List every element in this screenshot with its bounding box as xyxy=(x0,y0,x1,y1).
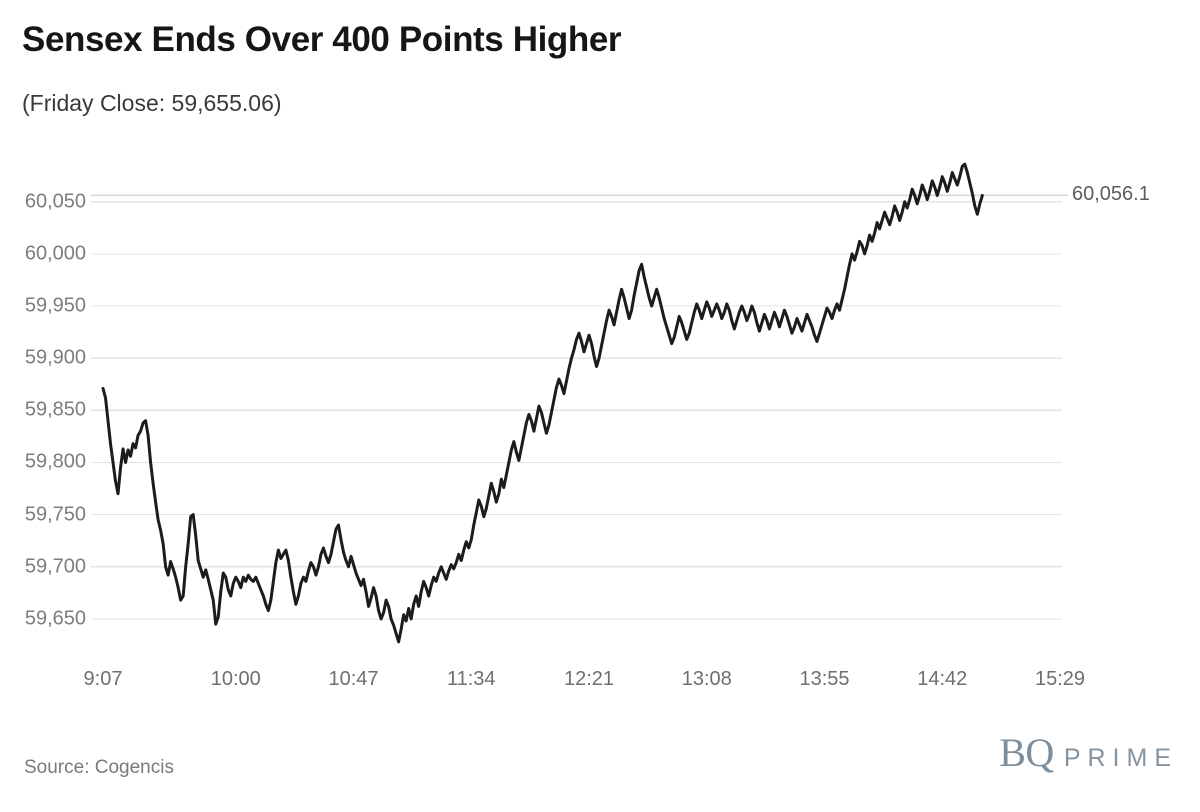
series-path-sensex xyxy=(101,162,984,644)
gridlines xyxy=(91,201,1062,620)
x-tick-label: 12:21 xyxy=(563,668,615,690)
x-axis: 9:07 10:00 10:47 11:34 12:21 13:08 13:55 14:42 1… xyxy=(0,668,1200,698)
x-tick-label: 9:07 xyxy=(83,668,123,690)
y-tick-label: 60,050 xyxy=(24,190,86,213)
x-tick-label: 14:42 xyxy=(917,668,968,690)
chart-subtitle: (Friday Close: 59,655.06) xyxy=(22,90,282,116)
brand-mark-bq: BQ xyxy=(999,730,1054,775)
x-tick-label: 10:00 xyxy=(210,668,261,690)
x-tick-label: 13:55 xyxy=(799,668,850,690)
x-tick-label: 11:34 xyxy=(446,668,496,690)
y-tick-label: 59,900 xyxy=(24,346,86,369)
y-tick-label: 59,800 xyxy=(24,450,86,473)
source-note: Source: Cogencis xyxy=(24,757,174,778)
y-tick-label: 59,700 xyxy=(24,555,86,578)
bq-prime-logo: BQ PRIME xyxy=(999,733,1178,773)
y-tick-label: 59,950 xyxy=(24,294,86,317)
page-title: Sensex Ends Over 400 Points Higher xyxy=(22,20,622,59)
brand-word-prime: PRIME xyxy=(1063,744,1178,772)
y-tick-label: 60,000 xyxy=(24,242,86,265)
y-tick-label: 59,750 xyxy=(24,503,86,526)
end-value-label: 60,056.1 xyxy=(1072,183,1150,206)
x-tick-label: 10:47 xyxy=(328,668,379,690)
y-tick-label: 59,850 xyxy=(24,398,86,421)
y-axis: 59,650 59,700 59,750 59,800 59,850 59,900 59,9… xyxy=(0,0,86,812)
sensex-series-line xyxy=(101,162,984,644)
y-tick-label: 59,650 xyxy=(24,607,86,630)
x-tick-label: 15:29 xyxy=(1034,668,1086,690)
x-tick-label: 13:08 xyxy=(681,668,732,690)
